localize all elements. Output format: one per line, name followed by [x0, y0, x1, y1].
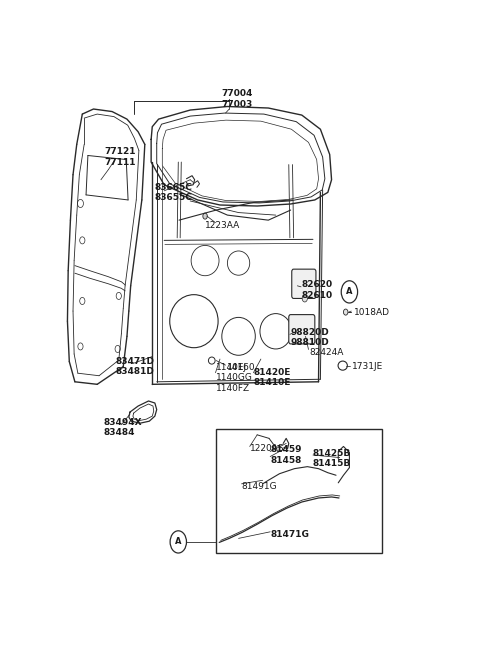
Text: 83665C
83655C: 83665C 83655C: [155, 182, 193, 202]
FancyBboxPatch shape: [289, 315, 315, 344]
Text: 1018AD: 1018AD: [354, 308, 390, 317]
Text: 14160: 14160: [227, 363, 255, 372]
Text: A: A: [346, 287, 353, 297]
Text: 81459
81458: 81459 81458: [270, 445, 301, 464]
Bar: [216, 429, 382, 552]
Text: 81420E
81410E: 81420E 81410E: [253, 368, 291, 388]
Text: 81491G: 81491G: [241, 482, 277, 491]
Text: 77121
77111: 77121 77111: [104, 148, 135, 167]
Text: 83471D
83481D: 83471D 83481D: [115, 357, 154, 377]
Text: A: A: [175, 537, 181, 546]
Circle shape: [344, 309, 348, 315]
Text: 82620
82610: 82620 82610: [302, 280, 333, 300]
Text: 1731JE: 1731JE: [352, 362, 383, 371]
Circle shape: [302, 295, 307, 302]
Text: 1220AS: 1220AS: [250, 444, 284, 453]
Text: 82424A: 82424A: [309, 348, 344, 357]
Text: 1140EJ
1140GG
1140FZ: 1140EJ 1140GG 1140FZ: [216, 363, 252, 393]
Text: 83494X
83484: 83494X 83484: [104, 418, 143, 437]
Text: 77004
77003: 77004 77003: [221, 89, 252, 109]
Text: 81471G: 81471G: [270, 530, 309, 539]
Text: 98820D
98810D: 98820D 98810D: [290, 327, 329, 347]
FancyBboxPatch shape: [292, 269, 316, 298]
Circle shape: [203, 213, 207, 219]
Text: 81425B
81415B: 81425B 81415B: [313, 449, 351, 468]
Text: 1223AA: 1223AA: [205, 220, 240, 230]
